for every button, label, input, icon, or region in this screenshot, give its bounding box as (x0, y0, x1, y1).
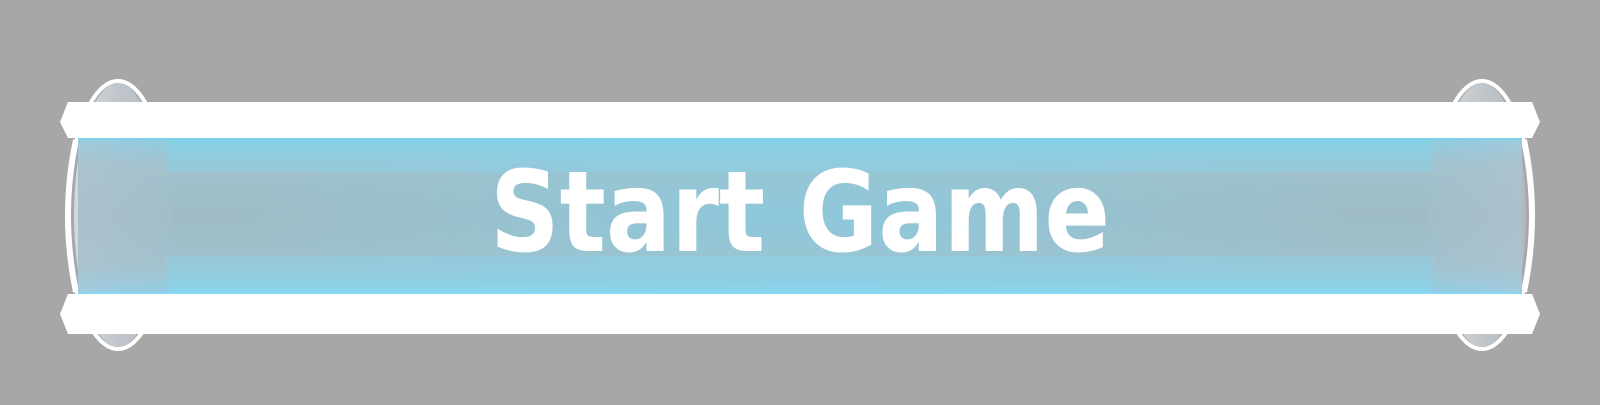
start-game-button[interactable]: Start Game (60, 79, 1540, 351)
frame-bar-bottom (60, 294, 1540, 334)
frame-bar-top (60, 102, 1540, 138)
center-glow (240, 130, 1360, 300)
left-cap-shade (78, 140, 170, 292)
start-game-label: Start Game (490, 148, 1110, 278)
right-cap-shade (1430, 140, 1522, 292)
